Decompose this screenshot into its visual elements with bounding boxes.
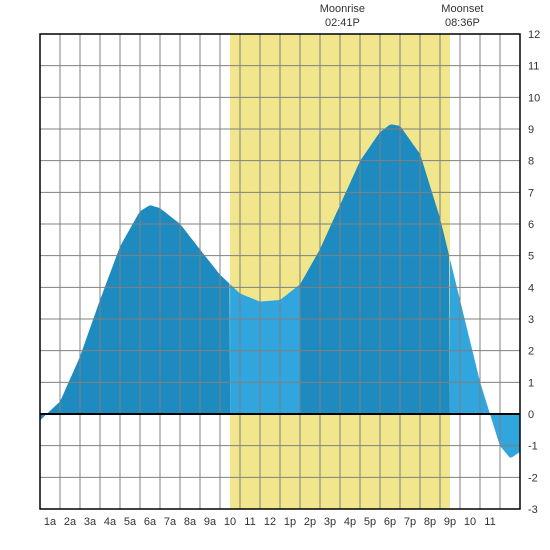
- x-tick-label: 5a: [124, 516, 137, 528]
- y-tick-label: 7: [528, 187, 534, 199]
- moonrise-label: Moonrise: [320, 3, 365, 15]
- y-tick-label: 8: [528, 156, 534, 168]
- x-tick-label: 9a: [204, 516, 217, 528]
- x-tick-label: 5p: [364, 516, 376, 528]
- y-tick-label: -3: [528, 504, 538, 516]
- y-tick-label: 12: [528, 29, 540, 41]
- x-tick-label: 11: [484, 516, 495, 528]
- y-tick-label: 11: [528, 61, 539, 73]
- tide-area-1: [230, 284, 300, 414]
- x-tick-label: 7a: [164, 516, 177, 528]
- moonrise-time: 02:41P: [325, 17, 360, 29]
- y-tick-label: 5: [528, 251, 534, 263]
- tide-chart: -3-2-101234567891011121a2a3a4a5a6a7a8a9a…: [0, 0, 550, 550]
- y-tick-label: 4: [528, 282, 534, 294]
- x-tick-label: 1p: [284, 516, 296, 528]
- y-tick-label: 9: [528, 124, 534, 136]
- x-tick-label: 8p: [424, 516, 436, 528]
- moonset-time: 08:36P: [445, 17, 480, 29]
- x-tick-label: 2a: [64, 516, 77, 528]
- y-tick-label: 3: [528, 314, 534, 326]
- y-tick-label: 1: [528, 377, 534, 389]
- x-tick-label: 10: [464, 516, 476, 528]
- x-tick-label: 4p: [344, 516, 356, 528]
- chart-svg: -3-2-101234567891011121a2a3a4a5a6a7a8a9a…: [0, 0, 550, 550]
- y-tick-label: 10: [528, 92, 540, 104]
- x-tick-label: 2p: [304, 516, 316, 528]
- x-tick-label: 10: [224, 516, 236, 528]
- y-tick-label: -2: [528, 472, 538, 484]
- y-tick-label: 2: [528, 346, 534, 358]
- x-tick-label: 6p: [384, 516, 396, 528]
- moonset-label: Moonset: [441, 3, 483, 15]
- x-tick-label: 4a: [104, 516, 117, 528]
- x-tick-label: 6a: [144, 516, 157, 528]
- x-tick-label: 9p: [444, 516, 456, 528]
- x-tick-label: 12: [264, 516, 276, 528]
- x-tick-label: 7p: [404, 516, 416, 528]
- x-tick-label: 3a: [84, 516, 97, 528]
- x-tick-label: 11: [244, 516, 255, 528]
- y-tick-label: 6: [528, 219, 534, 231]
- x-tick-label: 8a: [184, 516, 197, 528]
- x-tick-label: 1a: [44, 516, 57, 528]
- y-tick-label: 0: [528, 409, 534, 421]
- x-tick-label: 3p: [324, 516, 336, 528]
- y-tick-label: -1: [528, 441, 538, 453]
